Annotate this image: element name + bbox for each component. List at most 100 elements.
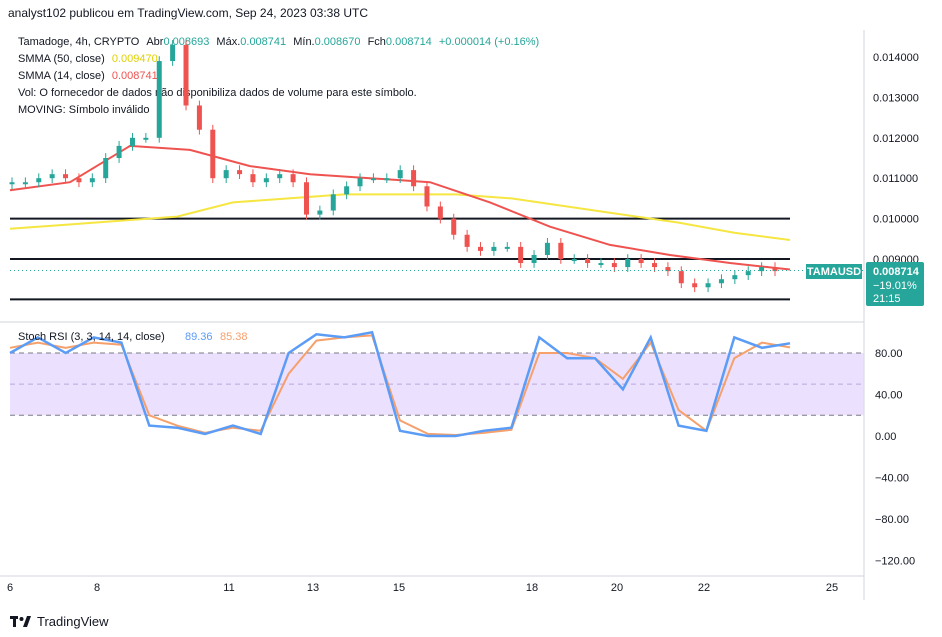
publisher-header: analyst102 publicou em TradingView.com, … bbox=[8, 6, 368, 20]
time-tick-label: 22 bbox=[698, 582, 710, 594]
candle-body bbox=[397, 170, 403, 179]
candles-group bbox=[9, 40, 778, 293]
candle-body bbox=[170, 44, 176, 62]
candle-body bbox=[196, 105, 202, 130]
candle-body bbox=[263, 178, 269, 183]
stoch-axis-labels: 80.00 40.00 0.00 −40.00 −80.00 −120.00 bbox=[875, 348, 915, 568]
candle-body bbox=[518, 246, 524, 264]
candle-body bbox=[611, 263, 617, 268]
time-tick-label: 13 bbox=[307, 582, 319, 594]
candle-body bbox=[63, 174, 69, 179]
candle-body bbox=[384, 178, 390, 181]
candle-body bbox=[357, 178, 363, 187]
candle-body bbox=[370, 178, 376, 181]
candle-body bbox=[411, 170, 417, 187]
candle-body bbox=[143, 137, 149, 140]
candle-body bbox=[665, 267, 671, 272]
candle-body bbox=[237, 170, 243, 175]
price-tag-bg bbox=[866, 262, 924, 306]
candle-body bbox=[330, 194, 336, 211]
close-label: Fch bbox=[367, 36, 386, 48]
candle-body bbox=[598, 263, 604, 266]
open-label: Abr bbox=[146, 36, 164, 48]
candle-body bbox=[183, 44, 189, 106]
stoch-k-value: 89.36 bbox=[185, 331, 213, 343]
candle-body bbox=[478, 246, 484, 251]
candle-body bbox=[129, 137, 135, 146]
candle-body bbox=[692, 283, 698, 288]
time-tick-label: 18 bbox=[526, 582, 538, 594]
candle-body bbox=[638, 259, 644, 264]
price-tick-label: 0.013000 bbox=[873, 92, 919, 104]
high-label: Máx. bbox=[216, 36, 241, 48]
price-tick-label: 0.014000 bbox=[873, 52, 919, 64]
time-tick-label: 20 bbox=[611, 582, 623, 594]
candle-body bbox=[49, 174, 55, 179]
horizontal-levels bbox=[10, 217, 790, 301]
footer-brand: TradingView bbox=[37, 614, 109, 629]
candle-body bbox=[290, 174, 296, 183]
candle-body bbox=[344, 186, 350, 195]
price-axis-labels: 0.014000 0.013000 0.012000 0.011000 0.010000… bbox=[873, 52, 919, 266]
candle-body bbox=[22, 182, 28, 185]
high-value: 0.008741 bbox=[240, 36, 287, 48]
candle-body bbox=[277, 174, 283, 179]
candle-body bbox=[451, 218, 457, 235]
tradingview-logo-icon bbox=[10, 615, 31, 627]
candle-body bbox=[464, 234, 470, 247]
candle-body bbox=[103, 158, 109, 179]
stoch-k-line bbox=[9, 330, 791, 438]
candle-body bbox=[76, 178, 82, 183]
time-tick-label: 25 bbox=[826, 582, 838, 594]
candle-body bbox=[437, 206, 443, 219]
candle-body bbox=[625, 259, 631, 268]
stoch-tick-label: −80.00 bbox=[875, 514, 909, 526]
price-tick-label: 0.012000 bbox=[873, 133, 919, 145]
legend-moving-row: MOVING: Símbolo inválido bbox=[18, 104, 150, 116]
time-tick-label: 8 bbox=[94, 582, 100, 594]
sma14-line bbox=[9, 144, 791, 271]
candle-body bbox=[89, 178, 95, 183]
change-value: +0.000014 (+0.16%) bbox=[438, 36, 540, 48]
price-tag-value: 0.008714 bbox=[873, 266, 920, 278]
candle-body bbox=[156, 61, 162, 138]
candle-body bbox=[223, 170, 229, 179]
stoch-tick-label: 80.00 bbox=[875, 348, 903, 360]
candle-body bbox=[678, 271, 684, 284]
candle-body bbox=[718, 279, 724, 284]
sma50-label: SMMA (50, close) bbox=[18, 53, 105, 65]
candle-body bbox=[116, 145, 122, 158]
legend-vol-row: Vol: O fornecedor de dados não disponibi… bbox=[18, 87, 417, 99]
candle-body bbox=[36, 178, 42, 183]
candle-body bbox=[732, 275, 738, 280]
candle-body bbox=[705, 283, 711, 288]
candle-body bbox=[250, 174, 256, 183]
sma14-label: SMMA (14, close) bbox=[18, 70, 105, 82]
stoch-tick-label: 40.00 bbox=[875, 390, 903, 402]
candle-body bbox=[544, 242, 550, 255]
candle-body bbox=[531, 254, 537, 264]
sma50-line bbox=[9, 193, 791, 241]
time-tick-label: 11 bbox=[223, 582, 234, 594]
candle-body bbox=[317, 210, 323, 215]
tradingview-footer[interactable]: TradingView bbox=[10, 614, 109, 629]
candle-body bbox=[210, 129, 216, 179]
candle-body bbox=[303, 182, 309, 215]
candle-body bbox=[585, 259, 591, 264]
legend-sma14-row: SMMA (14, close) 0.008741 bbox=[18, 70, 158, 82]
candle-body bbox=[652, 263, 658, 268]
stoch-tick-label: −40.00 bbox=[875, 473, 909, 485]
legend-sma50-row: SMMA (50, close) 0.009470 bbox=[18, 53, 158, 65]
candle-body bbox=[772, 267, 778, 272]
low-value: 0.008670 bbox=[314, 36, 361, 48]
symbol-tag-bg bbox=[806, 264, 862, 279]
sma50-value: 0.009470 bbox=[111, 53, 158, 65]
candle-body bbox=[424, 186, 430, 207]
symbol-name: Tamadoge, 4h, CRYPTO bbox=[18, 36, 140, 48]
stoch-tick-label: 0.00 bbox=[875, 431, 896, 443]
stoch-label: Stoch RSI (3, 3, 14, 14, close) bbox=[18, 331, 165, 343]
candle-body bbox=[504, 246, 510, 249]
price-tag-change: −19.01% bbox=[873, 280, 917, 292]
low-label: Mín. bbox=[293, 36, 315, 48]
